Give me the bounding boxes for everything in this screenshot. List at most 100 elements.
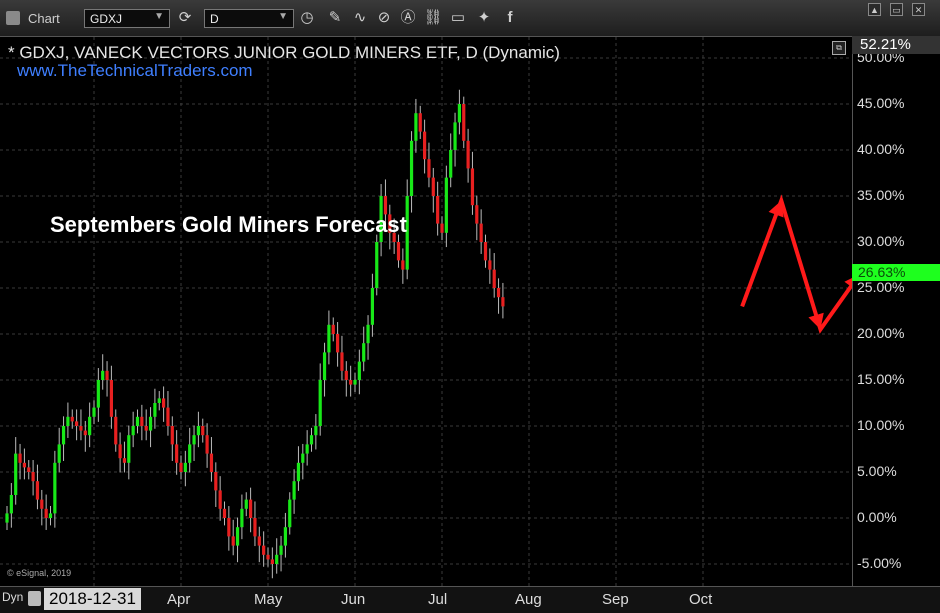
link-icon[interactable]: ⛓: [423, 9, 443, 26]
candle: [379, 184, 383, 257]
candle-body: [9, 495, 13, 514]
alert-icon[interactable]: Ⓐ: [400, 9, 416, 26]
fibonacci-icon[interactable]: ⊘: [377, 9, 391, 26]
minimize-icon[interactable]: ▭: [890, 3, 903, 16]
candle-body: [231, 536, 235, 546]
candle: [249, 487, 253, 533]
candle: [462, 96, 466, 149]
candle-body: [405, 196, 409, 270]
candle-body: [436, 196, 440, 224]
candle: [144, 409, 148, 441]
expand-icon[interactable]: ⧉: [832, 41, 846, 55]
candle: [209, 437, 214, 482]
candle: [405, 179, 409, 280]
comment-icon[interactable]: ▭: [450, 9, 466, 26]
candle-body: [331, 324, 335, 334]
candle-body: [488, 260, 492, 270]
candle: [370, 273, 374, 337]
chart-plot-area[interactable]: [0, 37, 852, 586]
dyn-label[interactable]: Dyn: [2, 590, 24, 604]
candle: [31, 460, 35, 496]
gridlines: [0, 37, 852, 586]
y-tick-label: 20.00%: [857, 325, 905, 341]
candle-body: [61, 426, 66, 445]
candle: [427, 142, 431, 188]
candle: [127, 425, 131, 480]
candle: [83, 420, 87, 452]
last-value-badge: 26.63%: [852, 264, 940, 281]
x-axis[interactable]: [0, 586, 940, 613]
candle: [70, 409, 74, 429]
draw-curve-icon[interactable]: ∿: [353, 9, 367, 26]
candle-body: [270, 559, 274, 564]
candle-body: [275, 554, 279, 564]
candle-body: [127, 435, 131, 463]
x-tick-label: Apr: [167, 591, 191, 608]
chevron-down-icon[interactable]: ▼: [154, 11, 164, 22]
refresh-icon[interactable]: ⟳: [178, 9, 192, 26]
candle: [205, 423, 209, 468]
candle-body: [379, 196, 383, 242]
facebook-icon[interactable]: f: [507, 9, 513, 26]
candle: [22, 448, 26, 480]
candle-body: [179, 462, 183, 472]
candle: [331, 317, 335, 342]
candle: [92, 400, 96, 425]
y-tick-label: 35.00%: [857, 187, 905, 203]
candle-body: [466, 140, 470, 169]
candle: [305, 430, 309, 466]
candle: [218, 476, 222, 521]
candle: [292, 469, 296, 514]
y-axis[interactable]: [852, 37, 940, 586]
candle: [118, 432, 122, 473]
candle-body: [201, 426, 205, 436]
candle-body: [414, 113, 418, 141]
candle-body: [353, 380, 357, 385]
candle-body: [101, 370, 105, 380]
website-label: www.TheTechnicalTraders.com: [17, 61, 253, 80]
x-tick-label: Oct: [689, 591, 713, 608]
candle-body: [253, 518, 257, 537]
candle-body: [27, 467, 31, 472]
y-tick-label: 15.00%: [857, 371, 905, 387]
twitter-icon[interactable]: ✦: [477, 9, 491, 26]
y-tick-label: 30.00%: [857, 233, 905, 249]
candle-body: [296, 462, 301, 482]
interval-select[interactable]: D ▼: [204, 9, 294, 28]
symbol-input[interactable]: GDXJ ▼: [84, 9, 170, 28]
candle-body: [340, 352, 344, 371]
candle-body: [66, 416, 70, 426]
close-icon[interactable]: ✕: [912, 3, 925, 16]
candle: [301, 443, 305, 480]
candle: [392, 218, 396, 254]
candle-body: [453, 122, 457, 150]
candle-body: [205, 435, 209, 454]
candle: [140, 404, 144, 441]
candle: [40, 489, 44, 526]
restore-icon[interactable]: ▲: [868, 3, 881, 16]
candle: [475, 195, 479, 241]
candle: [309, 427, 314, 452]
candle-body: [301, 453, 305, 463]
candle: [201, 418, 205, 443]
clock-icon[interactable]: ◷: [300, 9, 314, 26]
candle: [431, 167, 435, 213]
candle: [418, 105, 422, 139]
candle-body: [18, 453, 22, 463]
candle-body: [70, 416, 74, 422]
candle-body: [135, 416, 140, 426]
lock-icon[interactable]: [28, 591, 41, 606]
candle: [79, 409, 83, 441]
forecast-arrowhead: [844, 278, 852, 288]
candle-body: [227, 518, 231, 537]
chevron-down-icon[interactable]: ▼: [278, 11, 288, 22]
candle: [192, 425, 196, 461]
interval-value: D: [210, 12, 219, 26]
candle: [262, 531, 266, 567]
candle-body: [357, 361, 361, 380]
pencil-icon[interactable]: ✎: [328, 9, 342, 26]
candle-body: [423, 131, 427, 160]
candle-body: [396, 242, 401, 261]
symbol-value: GDXJ: [90, 12, 123, 26]
candle-body: [140, 416, 144, 426]
